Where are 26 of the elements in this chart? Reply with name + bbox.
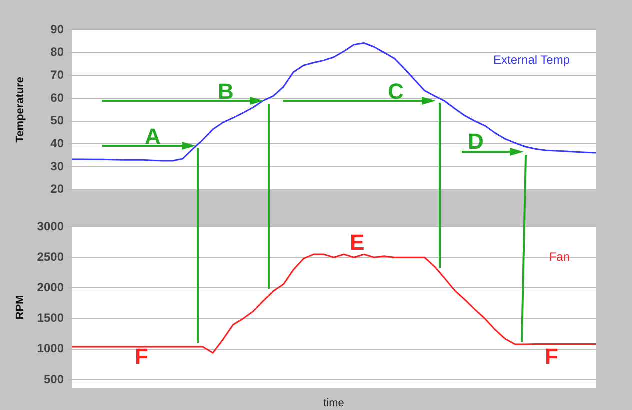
- y-tick-label: 1000: [37, 342, 64, 356]
- y-tick-label: 50: [50, 114, 64, 128]
- y-axis-title: Temperature: [14, 76, 27, 143]
- y-tick-label: 90: [50, 22, 64, 36]
- annotation: E: [350, 230, 365, 255]
- y-tick-label: 30: [50, 159, 64, 174]
- y-tick-label: 500: [44, 372, 64, 386]
- x-axis-title: time: [324, 397, 344, 410]
- y-tick-label: 2000: [37, 280, 64, 295]
- y-tick-label: 60: [50, 90, 64, 105]
- annotation: C: [388, 79, 404, 104]
- annotation: D: [468, 129, 484, 154]
- y-tick-label: 40: [50, 136, 64, 150]
- annotation: A: [145, 124, 161, 149]
- annotation: F: [135, 344, 148, 369]
- text: Fan: [549, 250, 570, 264]
- y-tick-label: 20: [50, 182, 64, 196]
- y-tick-label: 80: [50, 45, 64, 60]
- text: External Temp: [494, 53, 570, 67]
- y-tick-label: 2500: [37, 250, 64, 264]
- y-tick-label: 1500: [37, 311, 64, 326]
- annotation: B: [218, 79, 234, 104]
- y-tick-label: 70: [50, 68, 64, 82]
- annotation: F: [545, 344, 558, 369]
- y-axis-title: RPM: [14, 295, 27, 320]
- y-tick-label: 3000: [37, 219, 64, 234]
